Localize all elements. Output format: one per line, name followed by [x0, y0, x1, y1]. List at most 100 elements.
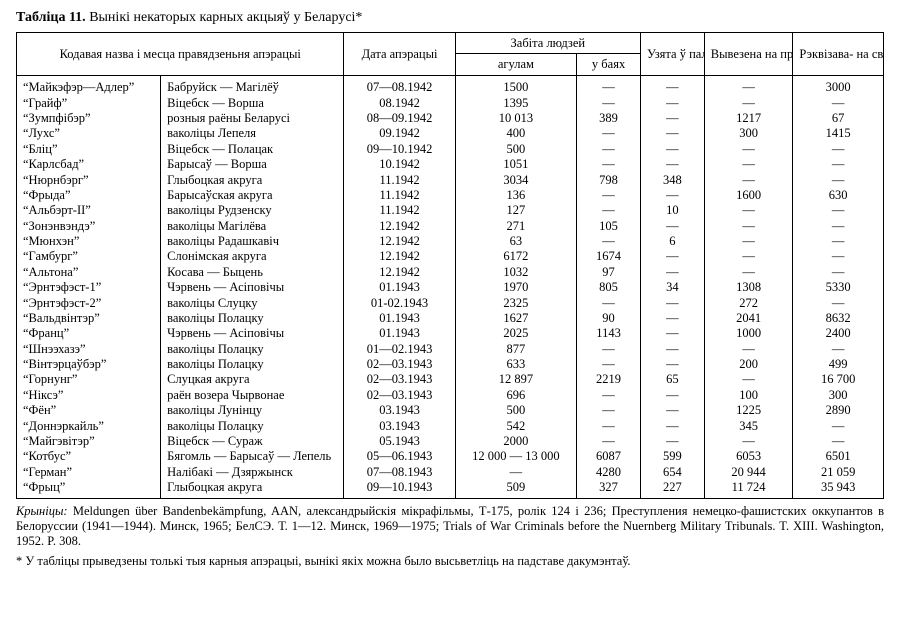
- table-cell: 327: [577, 480, 641, 495]
- table-cell: 6172: [455, 249, 577, 264]
- table-cell: —: [704, 172, 793, 187]
- table-cell: Бягомль — Барысаў — Лепель: [161, 449, 344, 464]
- table-cell: 08.1942: [344, 95, 455, 110]
- table-cell: 136: [455, 187, 577, 202]
- table-cell: 696: [455, 387, 577, 402]
- table-cell: 16 700: [793, 372, 884, 387]
- sources-label: Крыніцы:: [16, 504, 68, 518]
- table-cell: —: [640, 387, 704, 402]
- table-cell: “Зонэнвэндэ”: [17, 218, 161, 233]
- table-cell: 34: [640, 280, 704, 295]
- table-cell: 6053: [704, 449, 793, 464]
- table-cell: —: [704, 433, 793, 448]
- table-cell: —: [793, 418, 884, 433]
- table-cell: 05.1943: [344, 433, 455, 448]
- table-cell: Барысаў — Ворша: [161, 157, 344, 172]
- table-caption-rest: Вынікі некаторых карных акцыяў у Беларус…: [86, 10, 363, 25]
- table-cell: —: [640, 295, 704, 310]
- table-cell: 1674: [577, 249, 641, 264]
- table-cell: 6: [640, 234, 704, 249]
- table-cell: —: [577, 141, 641, 156]
- table-cell: “Фён”: [17, 403, 161, 418]
- table-cell: “Шнээхазэ”: [17, 341, 161, 356]
- table-cell: 1000: [704, 326, 793, 341]
- table-cell: —: [793, 234, 884, 249]
- table-cell: розныя раёны Беларусі: [161, 111, 344, 126]
- table-cell: 105: [577, 218, 641, 233]
- table-cell: 654: [640, 464, 704, 479]
- table-cell: 1225: [704, 403, 793, 418]
- table-cell: 2400: [793, 326, 884, 341]
- table-cell: —: [577, 126, 641, 141]
- table-cell: 2890: [793, 403, 884, 418]
- table-cell: —: [577, 95, 641, 110]
- table-cell: 12.1942: [344, 234, 455, 249]
- table-cell: 798: [577, 172, 641, 187]
- table-cell: 300: [793, 387, 884, 402]
- table-row: “Гамбург”Слонімская акруга12.19426172167…: [17, 249, 884, 264]
- table-cell: 599: [640, 449, 704, 464]
- table-cell: —: [640, 433, 704, 448]
- table-cell: 633: [455, 357, 577, 372]
- table-cell: 01.1943: [344, 310, 455, 325]
- table-row: “Зонэнвэндэ”ваколіцы Магілёва12.19422711…: [17, 218, 884, 233]
- table-cell: 3034: [455, 172, 577, 187]
- table-cell: —: [640, 418, 704, 433]
- table-cell: 11 724: [704, 480, 793, 495]
- table-cell: Барысаўская акруга: [161, 187, 344, 202]
- table-cell: Віцебск — Полацак: [161, 141, 344, 156]
- table-cell: “Горнунг”: [17, 372, 161, 387]
- footnote: * У табліцы прыведзены толькі тыя карныя…: [16, 554, 884, 569]
- table-row: “Фрыда”Барысаўская акруга11.1942136——160…: [17, 187, 884, 202]
- table-cell: 877: [455, 341, 577, 356]
- table-cell: 2325: [455, 295, 577, 310]
- table-cell: 09—10.1943: [344, 480, 455, 495]
- table-cell: 09—10.1942: [344, 141, 455, 156]
- table-row: “Франц”Чэрвень — Асіповічы01.19432025114…: [17, 326, 884, 341]
- table-cell: 03.1943: [344, 403, 455, 418]
- table-cell: —: [640, 341, 704, 356]
- table-cell: 01.1943: [344, 326, 455, 341]
- table-cell: 21 059: [793, 464, 884, 479]
- table-row: “Фён”ваколіцы Лунінцу03.1943500——1225289…: [17, 403, 884, 418]
- table-cell: 300: [704, 126, 793, 141]
- table-cell: 12 897: [455, 372, 577, 387]
- table-cell: 02—03.1943: [344, 357, 455, 372]
- table-cell: 1627: [455, 310, 577, 325]
- table-cell: —: [793, 157, 884, 172]
- table-cell: —: [455, 464, 577, 479]
- table-row: “Майгэвітэр”Віцебск — Сураж05.19432000——…: [17, 433, 884, 448]
- table-cell: —: [640, 126, 704, 141]
- table-cell: ваколіцы Полацку: [161, 357, 344, 372]
- table-cell: “Вінтэрцаўбэр”: [17, 357, 161, 372]
- table-row: “Лухс”ваколіцы Лепеля09.1942400——3001415: [17, 126, 884, 141]
- table-cell: Віцебск — Сураж: [161, 433, 344, 448]
- table-row: “Доннэркайль”ваколіцы Полацку03.1943542—…: [17, 418, 884, 433]
- table-cell: —: [704, 80, 793, 95]
- table-cell: 08—09.1942: [344, 111, 455, 126]
- table-cell: —: [793, 295, 884, 310]
- table-cell: —: [577, 157, 641, 172]
- table-cell: “Грайф”: [17, 95, 161, 110]
- table-cell: —: [640, 80, 704, 95]
- table-cell: “Эрнтэфэст-1”: [17, 280, 161, 295]
- table-cell: “Вальдвінтэр”: [17, 310, 161, 325]
- table-cell: 65: [640, 372, 704, 387]
- table-cell: —: [793, 341, 884, 356]
- table-cell: “Котбус”: [17, 449, 161, 464]
- table-cell: 500: [455, 403, 577, 418]
- table-cell: Чэрвень — Асіповічы: [161, 326, 344, 341]
- table-cell: 02—03.1943: [344, 387, 455, 402]
- table-cell: 805: [577, 280, 641, 295]
- table-cell: ваколіцы Полацку: [161, 310, 344, 325]
- table-cell: 127: [455, 203, 577, 218]
- table-row: “Эрнтэфэст-1”Чэрвень — Асіповічы01.19431…: [17, 280, 884, 295]
- table-cell: ваколіцы Лунінцу: [161, 403, 344, 418]
- table-cell: 6501: [793, 449, 884, 464]
- table-cell: 97: [577, 264, 641, 279]
- table-cell: “Герман”: [17, 464, 161, 479]
- table-cell: 11.1942: [344, 187, 455, 202]
- table-cell: —: [640, 249, 704, 264]
- table-cell: —: [704, 157, 793, 172]
- table-cell: Віцебск — Ворша: [161, 95, 344, 110]
